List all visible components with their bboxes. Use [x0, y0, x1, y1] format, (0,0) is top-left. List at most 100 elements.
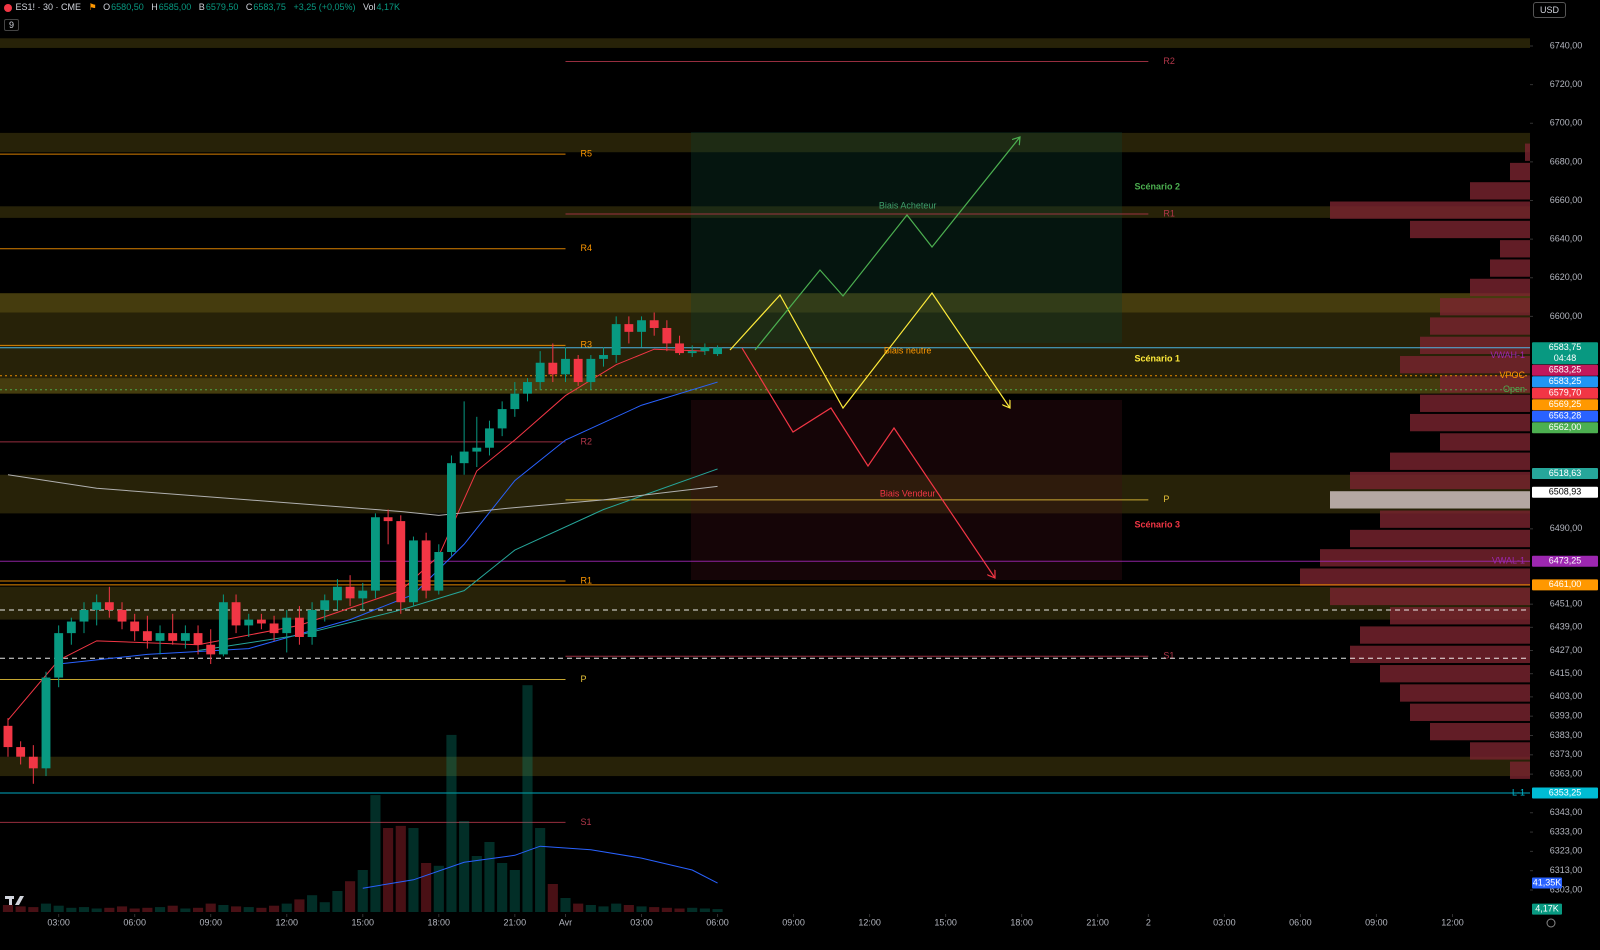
zone [0, 474, 1530, 514]
profile-row [1420, 336, 1530, 355]
profile-row [1410, 413, 1530, 432]
candle-body [713, 347, 722, 355]
volume-tag-label: 4,17K [1535, 903, 1559, 913]
candle-body [244, 619, 254, 626]
volume-bar [661, 907, 672, 912]
pivot-label: S1 [580, 817, 591, 827]
candle-body [649, 320, 659, 328]
volume-bar [484, 842, 495, 912]
l-value: 6579,50 [205, 2, 239, 12]
profile-row [1320, 549, 1530, 567]
candle-body [180, 633, 190, 641]
candle-body [662, 327, 672, 344]
candle-body [16, 747, 26, 757]
volume-bar [408, 828, 419, 912]
volume-bar [205, 903, 216, 912]
x-tick-label: 06:00 [706, 917, 729, 927]
price-tag-label: 6583,25 [1549, 365, 1582, 375]
volume-bar [167, 905, 178, 912]
volume-bar [104, 907, 115, 912]
volume-bar [623, 905, 634, 912]
zone [0, 206, 1530, 218]
candle-body [434, 552, 444, 591]
price-tag [1532, 468, 1598, 480]
candle-body [320, 600, 330, 610]
price-tag-sub: 04:48 [1554, 353, 1577, 363]
volume-bar [116, 906, 128, 912]
profile-row [1410, 703, 1530, 721]
l-label: B [198, 2, 205, 12]
volume-bar [40, 903, 52, 912]
side-label: VWAH-1 [1490, 350, 1525, 360]
annotation: Biais Vendeur [880, 488, 936, 498]
volume-bar [598, 906, 609, 912]
candle-body [332, 586, 342, 601]
pivot-label: P [1163, 494, 1169, 504]
candle-body [231, 602, 241, 626]
volume-bar [509, 870, 520, 912]
profile-row [1440, 433, 1530, 451]
candle-body [637, 320, 646, 332]
price-tag [1532, 387, 1598, 399]
profile-row [1350, 645, 1530, 664]
h-value: 6585,00 [158, 2, 192, 12]
candle-body [611, 324, 621, 356]
profile-row [1410, 220, 1530, 239]
x-tick-label: 18:00 [428, 917, 451, 927]
price-tag-label: 6461,00 [1549, 579, 1582, 589]
profile-row [1300, 568, 1530, 586]
candle-body [117, 609, 127, 622]
candle-body [345, 586, 355, 599]
symbol-icon [4, 3, 12, 12]
annotation: Biais Acheteur [879, 201, 937, 211]
volume-bar [2, 905, 14, 912]
volume-bar [154, 907, 166, 912]
x-tick-label: 03:00 [1213, 917, 1236, 927]
volume-tag-label: 41,35K [1533, 877, 1562, 887]
candles [3, 312, 722, 784]
o-label: O [103, 2, 111, 12]
volume-bar [699, 908, 710, 912]
volume-bar [294, 899, 305, 912]
price-tag [1532, 579, 1598, 591]
volume-bar [433, 865, 444, 912]
volume-bar [269, 905, 280, 912]
candle-body [573, 358, 583, 383]
annotation: Scénario 2 [1134, 181, 1180, 191]
x-tick-label: 06:00 [1289, 917, 1312, 927]
candle-body [447, 463, 456, 553]
profile-row [1500, 240, 1530, 258]
price-tag-label: 6518,63 [1549, 468, 1582, 478]
candle-body [687, 351, 697, 354]
x-tick-label: 03:00 [47, 917, 70, 927]
volume-tag [1532, 903, 1562, 915]
candle-body [206, 644, 216, 655]
y-tick-label: 6620,00 [1550, 272, 1583, 282]
volume-bar [28, 907, 39, 912]
zone [0, 38, 1530, 48]
volume-bar [243, 907, 254, 912]
currency-button[interactable]: USD [1533, 2, 1567, 18]
scenario-box-up [691, 132, 1122, 343]
interval-badge[interactable]: 9 [4, 19, 20, 31]
volume-bar [357, 870, 368, 912]
price-tag [1532, 486, 1598, 498]
y-tick-label: 6490,00 [1550, 523, 1583, 533]
candle-body [548, 362, 558, 375]
price-tag-label: 6473,25 [1549, 556, 1582, 566]
price-tag-label: 6579,70 [1549, 388, 1582, 398]
scenario-drawings [729, 137, 1020, 578]
x-tick-label: 12:00 [275, 917, 298, 927]
volume-bar [319, 902, 330, 912]
zone [0, 293, 1530, 394]
candle-body [307, 609, 317, 637]
volume-bar [332, 891, 343, 912]
flag-icon[interactable]: ⚑ [88, 2, 97, 12]
volume-bar [91, 908, 102, 912]
y-tick-label: 6343,00 [1550, 807, 1583, 817]
settings-icon[interactable] [1546, 918, 1556, 928]
volume-bar [345, 881, 356, 912]
vol-value: 4,17K [376, 2, 401, 12]
